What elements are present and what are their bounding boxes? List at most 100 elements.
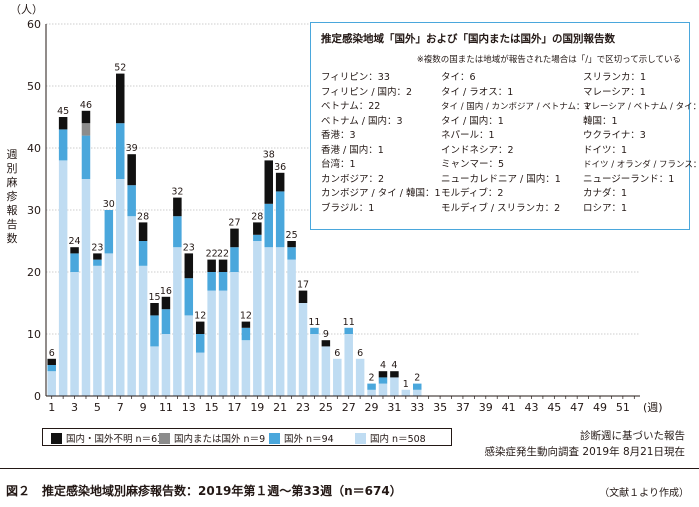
- x-tick-label: 45: [547, 401, 561, 414]
- bar-segment: [184, 315, 194, 396]
- bar-segment: [138, 222, 148, 241]
- bar-segment: [184, 253, 194, 279]
- bar-total-label: 22: [217, 249, 229, 260]
- bar-total-label: 17: [297, 280, 309, 291]
- bar-segment: [195, 321, 205, 334]
- bar-segment: [275, 247, 285, 396]
- bar-segment: [195, 352, 205, 396]
- bar-total-label: 36: [274, 162, 286, 173]
- bar-segment: [173, 197, 182, 217]
- bar-total-label: 27: [228, 218, 240, 229]
- bar-segment: [253, 241, 262, 396]
- legend-count: n＝508: [392, 434, 426, 445]
- source-note-line2: 感染症発生動向調査 2019年 8月21日現在: [484, 446, 685, 458]
- bar-total-label: 12: [240, 311, 252, 322]
- legend-swatch: [159, 432, 170, 444]
- bar-segment: [367, 389, 376, 396]
- annotation-column-2: タイ：6 タイ / ラオス：1 タイ / 国内 / カンボジア / ベトナム：1…: [441, 71, 590, 216]
- bar-segment: [413, 389, 422, 396]
- legend-swatch: [269, 432, 280, 444]
- caption-divider: [0, 468, 699, 469]
- x-tick-label: 47: [570, 401, 584, 414]
- annotation-entry: 台湾：1: [321, 159, 356, 170]
- x-tick-label: 35: [433, 401, 447, 414]
- bar-segment: [70, 272, 79, 396]
- bar-segment: [173, 247, 182, 396]
- bar-segment: [390, 371, 399, 378]
- annotation-entry: ブラジル：1: [321, 202, 375, 214]
- bar-total-label: 6: [49, 348, 55, 359]
- annotation-entry: カンボジア / タイ / 韓国：1: [321, 188, 441, 199]
- bar-segment: [287, 259, 296, 396]
- bar-segment: [287, 247, 296, 260]
- bar-segment: [230, 247, 239, 272]
- bar-total-label: 38: [263, 149, 275, 160]
- y-tick-label: 0: [34, 390, 41, 403]
- x-axis-unit: (週): [643, 401, 663, 414]
- bar-total-label: 25: [286, 230, 298, 241]
- bar-segment: [81, 123, 91, 136]
- x-tick-label: 27: [342, 401, 356, 414]
- bar-total-label: 4: [380, 360, 386, 371]
- annotation-entry: インドネシア：2: [441, 144, 514, 156]
- legend-item-domestic: 国内 n＝508: [355, 431, 426, 445]
- legend-item-abroad: 国外 n＝94: [269, 431, 334, 445]
- bar-segment: [413, 383, 422, 390]
- bar-segment: [127, 216, 136, 396]
- bar-segment: [150, 346, 159, 396]
- x-tick-label: 43: [524, 401, 538, 414]
- bar-total-label: 2: [369, 373, 375, 384]
- bar-segment: [81, 179, 91, 396]
- bar-total-label: 39: [126, 143, 138, 154]
- y-tick-label: 40: [27, 142, 41, 155]
- bar-segment: [58, 129, 68, 161]
- bar-segment: [150, 303, 159, 316]
- bar-segment: [287, 241, 296, 248]
- x-tick-label: 31: [387, 401, 401, 414]
- bar-segment: [253, 234, 262, 241]
- bar-segment: [298, 290, 308, 303]
- bar-segment: [390, 377, 399, 396]
- bar-segment: [344, 334, 353, 396]
- y-tick-label: 50: [27, 80, 41, 93]
- annotation-entry: ウクライナ：3: [583, 130, 646, 141]
- bar-segment: [241, 327, 251, 341]
- bar-segment: [264, 160, 273, 204]
- annotation-column-3: スリランカ：1 マレーシア：1 マレーシア / ベトナム / タイ：1 韓国：1…: [583, 71, 699, 216]
- bar-segment: [218, 290, 228, 396]
- annotation-entry: タイ / 国内：1: [441, 115, 504, 127]
- y-axis-label-char: 週: [7, 148, 18, 161]
- x-tick-label: 3: [71, 401, 78, 414]
- annotation-entry: カナダ：1: [583, 188, 628, 199]
- bar-segment: [355, 358, 365, 396]
- y-axis-label-char: 別: [7, 162, 18, 175]
- bar-total-label: 46: [80, 100, 92, 111]
- bar-segment: [218, 272, 228, 291]
- bar-segment: [150, 315, 159, 347]
- x-tick-label: 49: [593, 401, 607, 414]
- y-tick-label: 30: [27, 204, 41, 217]
- bar-segment: [81, 110, 91, 124]
- bar-total-label: 6: [334, 348, 340, 359]
- bar-segment: [218, 259, 228, 272]
- x-tick-label: 23: [296, 401, 310, 414]
- x-tick-label: 41: [502, 401, 516, 414]
- bar-segment: [47, 365, 56, 372]
- bar-total-label: 2: [414, 373, 420, 384]
- chart-legend: 国内・国外不明 n＝63 国内または国外 n＝9 国外 n＝94 国内 n＝50…: [42, 428, 452, 446]
- annotation-entry: 韓国：1: [583, 115, 618, 127]
- bar-segment: [47, 358, 56, 365]
- x-tick-label: 29: [365, 401, 379, 414]
- x-tick-label: 7: [117, 401, 124, 414]
- x-tick-label: 9: [140, 401, 147, 414]
- legend-count: n＝94: [306, 434, 334, 445]
- legend-label: 国内・国外不明: [66, 434, 133, 445]
- bar-total-label: 30: [103, 199, 115, 210]
- bar-segment: [161, 296, 171, 310]
- bar-segment: [367, 383, 376, 390]
- legend-swatch: [355, 432, 366, 444]
- x-tick-label: 33: [410, 401, 424, 414]
- annotation-entry: タイ / ラオス：1: [441, 86, 514, 98]
- bar-segment: [241, 321, 251, 328]
- y-axis-label-char: 麻: [7, 175, 18, 189]
